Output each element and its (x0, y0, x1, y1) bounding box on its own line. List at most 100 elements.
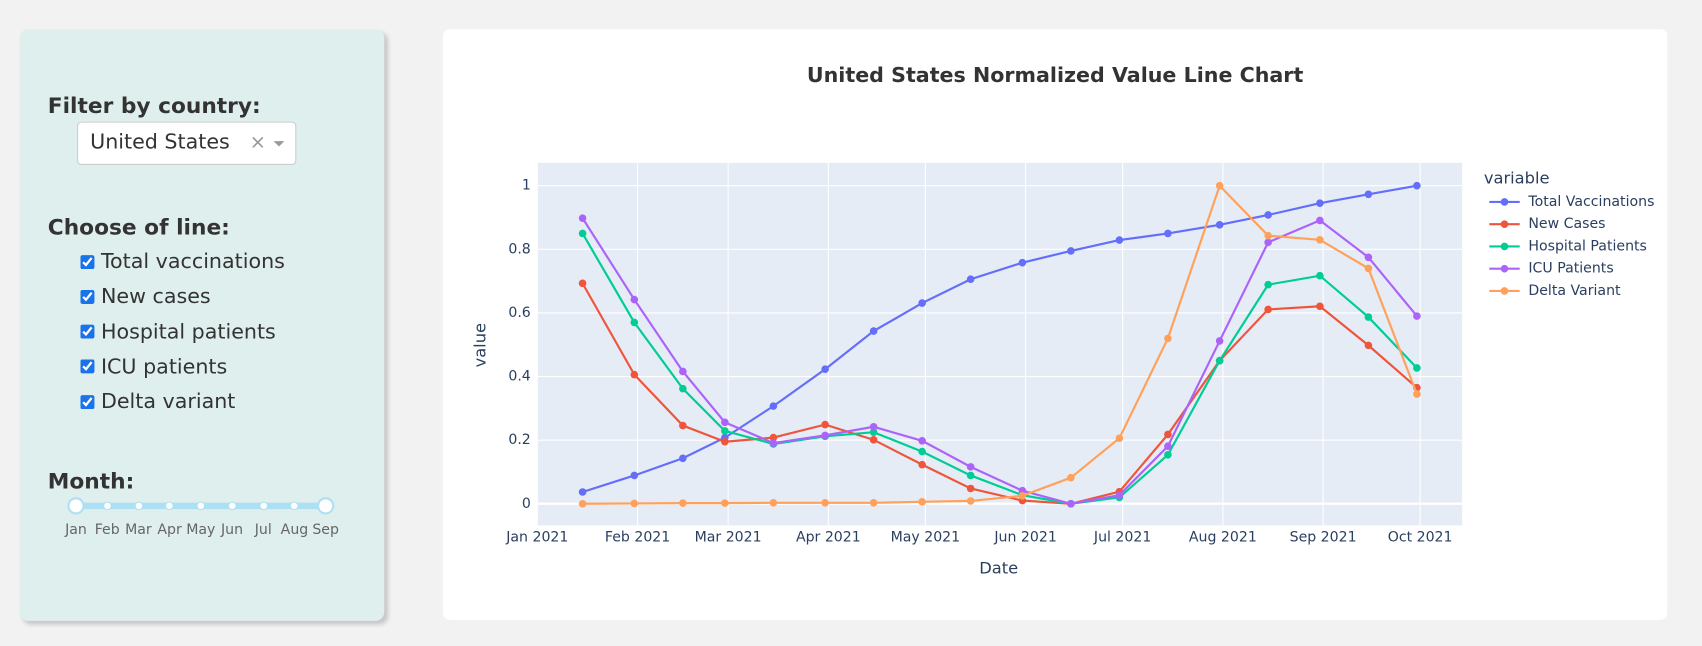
legend-label: New Cases (1528, 216, 1605, 232)
data-point (578, 229, 587, 238)
data-point (630, 370, 639, 379)
x-tick-label: Jan 2021 (505, 529, 568, 545)
data-point (1164, 450, 1172, 459)
data-point (966, 275, 975, 284)
slider-dot (258, 501, 268, 511)
dropdown-arrow[interactable] (273, 141, 285, 147)
legend-marker (1500, 242, 1509, 251)
data-point (1164, 334, 1172, 343)
data-point (1164, 229, 1172, 238)
legend-label: Hospital Patients (1528, 238, 1647, 254)
legend-title: variable (1484, 169, 1550, 188)
x-tick-label: Apr 2021 (796, 529, 861, 545)
y-tick-label: 0 (522, 496, 531, 512)
data-point (1364, 341, 1373, 350)
series-line (582, 183, 1418, 505)
data-point (1018, 258, 1027, 267)
slider-dot (134, 501, 143, 511)
option-label: ICU patients (100, 354, 228, 379)
data-point (966, 497, 975, 505)
line-option[interactable]: New cases (80, 284, 211, 309)
x-tick-label: Jun 2021 (993, 529, 1056, 545)
line-option[interactable]: ICU patients (80, 355, 227, 379)
checkbox[interactable] (80, 289, 95, 304)
checkbox[interactable] (80, 359, 95, 374)
chart-title: United States Normalized Value Line Char… (807, 63, 1304, 87)
x-tick-label: May 2021 (891, 529, 961, 545)
slider-mark: Mar (125, 522, 152, 539)
data-point (578, 488, 587, 496)
slider-dot (196, 501, 206, 511)
data-point (1264, 231, 1272, 240)
month-label: Month: (47, 467, 135, 494)
slider-handle[interactable] (316, 497, 335, 515)
data-point (679, 454, 687, 463)
data-point (1264, 305, 1272, 314)
data-point (966, 471, 975, 480)
data-point (630, 499, 639, 508)
y-tick-label: 0.6 (508, 305, 530, 321)
data-point (1067, 473, 1075, 482)
line-option[interactable]: Delta variant (80, 390, 235, 414)
legend-label: Total Vaccinations (1527, 194, 1654, 210)
slider-mark: Feb (94, 522, 120, 539)
data-point (966, 484, 975, 493)
data-point (918, 436, 926, 445)
checkbox[interactable] (80, 324, 95, 339)
data-point (721, 427, 729, 435)
checkbox[interactable] (80, 394, 95, 409)
country-value: United States (90, 130, 230, 155)
data-point (1115, 491, 1124, 499)
y-axis-label: value (470, 323, 489, 367)
data-point (1067, 499, 1075, 508)
data-point (1115, 434, 1124, 443)
slider-mark: Jun (221, 522, 244, 539)
data-point (769, 439, 778, 447)
line-option[interactable]: Total vaccinations (80, 250, 285, 274)
data-point (769, 433, 778, 442)
data-point (1413, 390, 1421, 398)
slider-mark: Jul (254, 522, 272, 539)
legend-label: ICU Patients (1528, 261, 1613, 277)
data-point (1215, 356, 1224, 365)
slider-handle[interactable] (67, 497, 85, 515)
x-tick-label: Jul 2021 (1093, 529, 1151, 545)
y-tick-label: 0.4 (508, 369, 530, 385)
x-tick-label: Aug 2021 (1189, 529, 1257, 545)
checkbox[interactable] (80, 254, 95, 269)
data-point (1115, 236, 1124, 244)
clear-button[interactable]: × (249, 131, 267, 155)
series-line (582, 184, 1418, 494)
data-point (1215, 221, 1224, 229)
data-point (630, 471, 639, 480)
line-label: Choose of line: (47, 213, 230, 240)
x-tick-label: Feb 2021 (605, 529, 670, 545)
data-point (1215, 181, 1224, 190)
line-option[interactable]: Hospital patients (80, 320, 276, 344)
data-point (869, 436, 878, 444)
data-point (1413, 181, 1421, 190)
country-label: Filter by country: (47, 92, 261, 119)
legend-label: Delta Variant (1528, 283, 1621, 299)
slider-mark: Sep (312, 522, 339, 539)
series-line (581, 232, 1418, 505)
data-point (630, 318, 639, 327)
data-point (1316, 302, 1324, 311)
legend-marker (1500, 220, 1509, 228)
data-point (679, 367, 687, 376)
data-point (1215, 337, 1224, 345)
option-label: New cases (100, 284, 211, 309)
country-dropdown[interactable]: United States × (77, 121, 297, 165)
data-point (1316, 216, 1324, 225)
data-point (1264, 238, 1272, 247)
data-point (869, 327, 878, 335)
data-point (721, 499, 729, 507)
data-point (918, 498, 926, 506)
data-point (918, 447, 926, 456)
data-point (1316, 235, 1324, 244)
plot-background (537, 162, 1463, 526)
slider-mark: Jan (65, 522, 87, 539)
y-tick-label: 0.2 (508, 432, 530, 448)
data-point (918, 299, 926, 307)
